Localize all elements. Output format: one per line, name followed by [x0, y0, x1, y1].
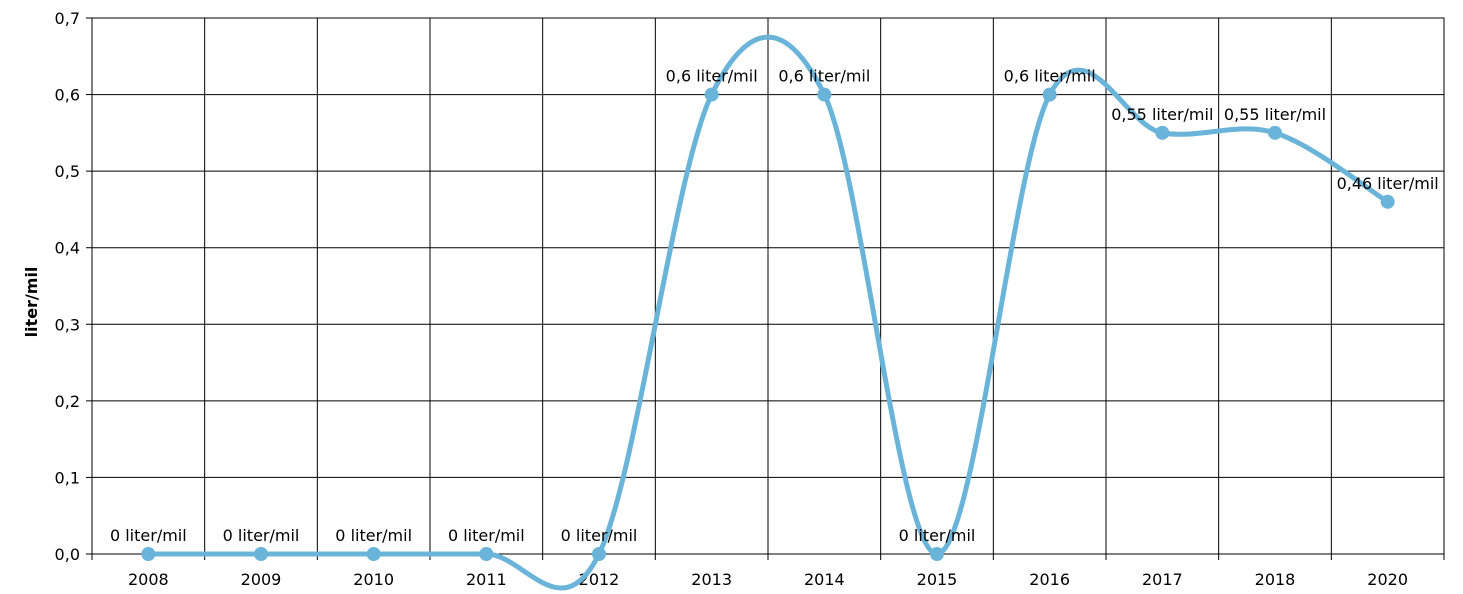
y-axis-ticks: 0,0 0,1 0,2 0,3 0,4 0,5 0,6 0,7 — [55, 9, 92, 564]
y-axis-title: liter/mil — [22, 267, 41, 338]
data-point — [366, 547, 381, 561]
y-tick-label: 0,0 — [55, 545, 80, 564]
data-point — [930, 547, 944, 561]
data-point — [704, 87, 719, 102]
y-tick-label: 0,5 — [55, 162, 80, 181]
data-label: 0 liter/mil — [110, 526, 187, 545]
y-tick-label: 0,2 — [55, 392, 80, 411]
x-tick-label: 2009 — [241, 570, 282, 589]
data-label: 0 liter/mil — [899, 526, 976, 545]
data-label: 0 liter/mil — [335, 526, 412, 545]
data-point — [141, 547, 156, 561]
data-label: 0,6 liter/mil — [778, 67, 870, 86]
x-tick-label: 2010 — [353, 570, 394, 589]
data-points — [141, 87, 1395, 561]
data-point — [817, 87, 832, 102]
data-labels: 0 liter/mil 0 liter/mil 0 liter/mil 0 liter… — [110, 67, 1439, 545]
x-tick-label: 2011 — [466, 570, 507, 589]
y-tick-label: 0,3 — [55, 315, 80, 334]
data-point — [1380, 194, 1395, 209]
x-axis-ticks: 2008 2009 2010 2011 2012 2013 2014 2015 2016 2017… — [91, 554, 1445, 589]
data-label: 0,6 liter/mil — [666, 67, 758, 86]
y-tick-label: 0,6 — [55, 86, 80, 105]
data-label: 0 liter/mil — [448, 526, 525, 545]
x-tick-label: 2017 — [1142, 570, 1183, 589]
x-tick-label: 2014 — [804, 570, 845, 589]
data-point — [592, 547, 606, 561]
data-point — [254, 547, 268, 561]
x-tick-label: 2016 — [1029, 570, 1070, 589]
data-point — [1155, 125, 1170, 140]
x-tick-label: 2013 — [691, 570, 732, 589]
data-label: 0 liter/mil — [223, 526, 300, 545]
y-tick-label: 0,7 — [55, 9, 80, 28]
data-label: 0,55 liter/mil — [1224, 105, 1326, 124]
data-label: 0,55 liter/mil — [1111, 105, 1213, 124]
data-point — [479, 547, 494, 561]
grid — [91, 17, 1445, 555]
x-tick-label: 2020 — [1367, 570, 1408, 589]
data-label: 0,6 liter/mil — [1004, 67, 1096, 86]
y-tick-label: 0,1 — [55, 468, 80, 487]
x-tick-label: 2015 — [917, 570, 958, 589]
y-tick-label: 0,4 — [55, 239, 80, 258]
data-point — [1268, 125, 1282, 140]
data-label: 0 liter/mil — [561, 526, 638, 545]
data-point — [1042, 87, 1057, 102]
x-tick-label: 2018 — [1255, 570, 1296, 589]
x-tick-label: 2008 — [128, 570, 169, 589]
data-label: 0,46 liter/mil — [1337, 174, 1439, 193]
